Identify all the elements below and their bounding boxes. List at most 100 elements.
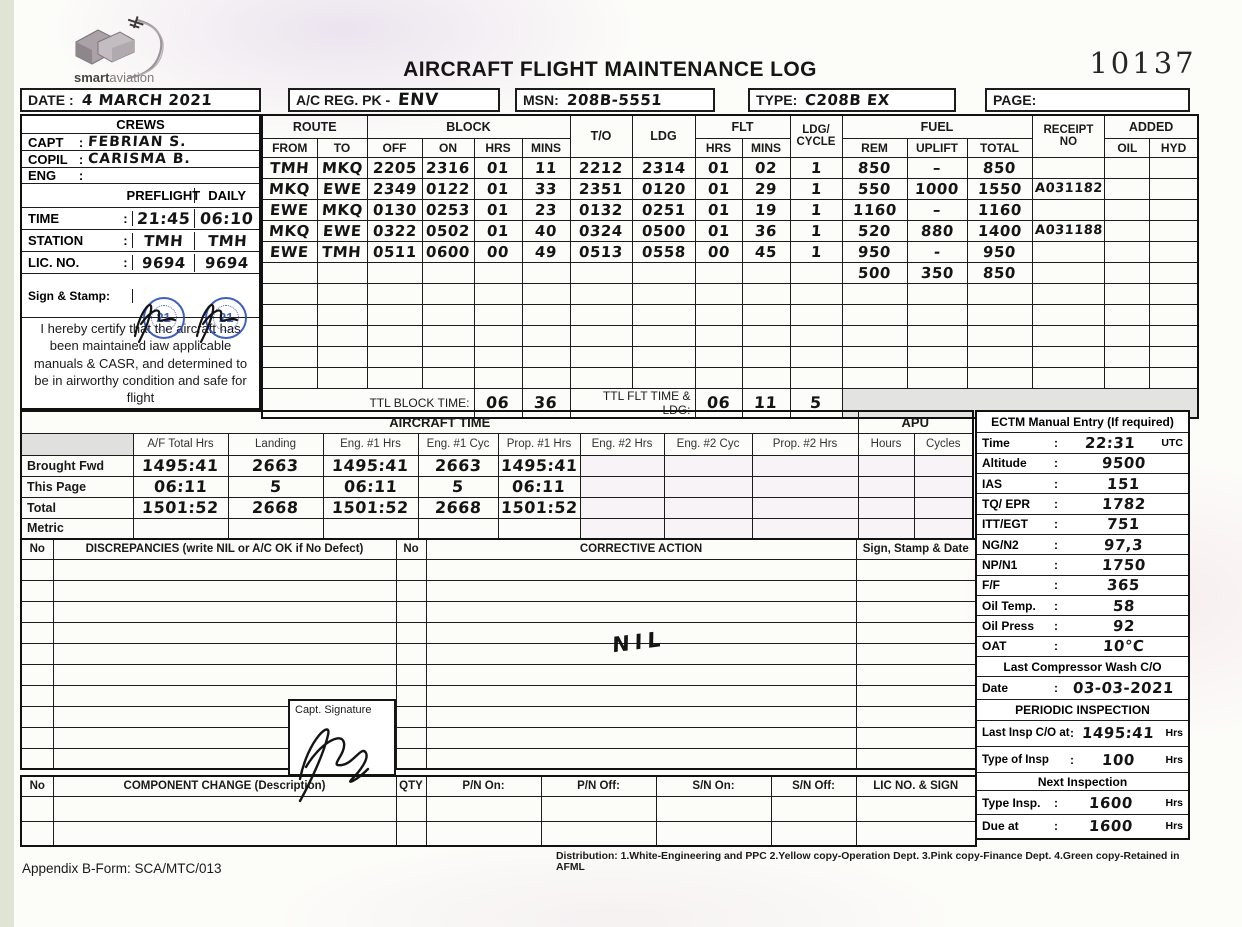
cell-flt-mins: 02 [754,158,778,177]
ectm-oil-press-row: Oil Press: 92 [977,616,1188,637]
cell-hyd [1149,219,1199,242]
disc-row [20,558,977,581]
cell-fuel-total: 1550 [976,179,1023,198]
cell-hyd [1149,198,1199,221]
ectm-value: 1782 [1100,494,1147,513]
cell-to: EWE [322,179,362,198]
route-header: ROUTE [261,114,368,139]
lic-no-daily: 9694 [204,253,250,272]
hrs-unit: Hrs [1165,820,1183,833]
type-label: TYPE: [756,92,798,108]
colon: : [1054,819,1058,834]
ectm-oat-row: OAT: 10°C [977,637,1188,657]
cell-fuel-uplift: 350 [919,263,955,282]
disc-row [20,747,977,770]
disc-row [20,684,977,707]
ectm-value: 97,3 [1103,535,1144,554]
disc-row [20,642,977,665]
discrepancies-table: No DISCREPANCIES (write NIL or A/C OK if… [20,538,977,770]
wash-date-value: 03-03-2021 [1072,679,1175,698]
flight-row-empty [261,345,1199,368]
ectm-value: 751 [1106,515,1141,534]
cell-flt-hrs: 01 [706,221,731,240]
stamp-number: 21 [150,304,177,331]
sign-stamp-date-header: Sign, Stamp & Date [855,538,977,560]
cell-off: 0130 [371,200,418,219]
colon: : [1054,557,1058,572]
flt-mins-header: MINS [741,137,791,158]
hyd-header: HYD [1149,137,1199,158]
cell-from: EWE [269,200,310,219]
eng-row: ENG : [22,168,259,185]
cell-mins: 11 [534,158,558,177]
cell-off: 2205 [371,158,418,177]
colon: : [78,168,84,184]
cell-hyd [1149,156,1199,179]
ectm-panel: ECTM Manual Entry (If required) Time: 22… [975,410,1190,840]
flight-row-empty [261,303,1199,326]
cell-hrs: 01 [486,221,510,240]
cell-flt-mins: 45 [754,242,778,261]
flt-hrs-header: HRS [694,137,743,158]
row-label: Metric [20,517,134,540]
uplift-header: UPLIFT [906,137,968,158]
cell-to: TMH [321,242,363,261]
total-header: TOTAL [966,137,1033,158]
periodic-inspection-title: PERIODIC INSPECTION [977,700,1188,721]
colon: : [1054,435,1058,450]
cell-fuel-rem: 950 [857,242,892,261]
cell-landing: 0120 [640,179,687,198]
cell-takeoff: 2351 [578,179,624,198]
cell-value: 2668 [434,498,482,517]
sn-on-header: S/N On: [655,775,772,797]
type-insp-value: 100 [1101,750,1136,769]
captain-signature-label: Capt. Signature [295,704,372,716]
flight-row-2: MKQ EWE 2349 0122 01 33 2351 0120 01 29 … [261,177,1199,200]
flight-row-6-fuel-only: 500 350 850 [261,261,1199,284]
due-at-value: 1600 [1087,817,1134,836]
msn-box: MSN: 208B-5551 [515,88,715,112]
type-of-insp-row: Type of Insp: 100 Hrs [977,747,1188,774]
aircraft-reg-label: A/C REG. PK - [296,92,391,108]
form-serial-number: 10137 [1089,46,1197,80]
date-label: Date [982,681,1009,696]
ectm-label: Oil Temp. [982,598,1036,613]
colon: : [1054,476,1058,491]
colon: : [1054,456,1058,471]
ldg-cycle-header: LDG/ CYCLE [789,114,843,158]
copil-label: COPIL [28,151,68,167]
cell-mins: 33 [534,179,558,198]
col-af-total-hrs: A/F Total Hrs [132,432,229,456]
cell-value: 1501:52 [331,498,410,517]
next-type-value: 1600 [1087,793,1134,812]
metric-row: Metric [20,517,974,540]
cell-landing: 0500 [640,221,687,240]
next-inspection-title: Next Inspection [977,773,1188,792]
pn-off-header: P/N Off: [540,775,657,797]
off-header: OFF [366,137,423,158]
to-header: TO [316,137,368,158]
time-daily: 06:10 [199,209,255,229]
aircraft-time-label-col [20,432,134,456]
ectm-label: F/F [982,578,1000,593]
cell-receipt: A031182 [1033,181,1103,196]
cell-fuel-rem: 1160 [851,200,898,219]
oil-header: OIL [1104,137,1151,158]
cell-on: 2316 [425,158,471,177]
sn-off-header: S/N Off: [770,775,857,797]
ectm-tq-epr-row: TQ/ EPR: 1782 [977,494,1188,515]
lic-sign-header: LIC NO. & SIGN [855,775,977,797]
cell-mins: 23 [534,200,558,219]
ectm-label: NP/N1 [982,557,1018,572]
preflight-signature [133,303,176,343]
disc-row [20,705,977,728]
colon: : [106,288,111,303]
cell-fuel-rem: 520 [857,221,892,240]
station-daily: TMH [206,231,248,250]
cell-mins: 49 [534,242,558,261]
block-header: BLOCK [366,114,571,139]
ectm-label: TQ/ EPR [982,496,1031,511]
cell-value: 1495:41 [141,456,220,475]
flight-row-empty [261,366,1199,389]
logo-infinity-icon [75,29,135,65]
